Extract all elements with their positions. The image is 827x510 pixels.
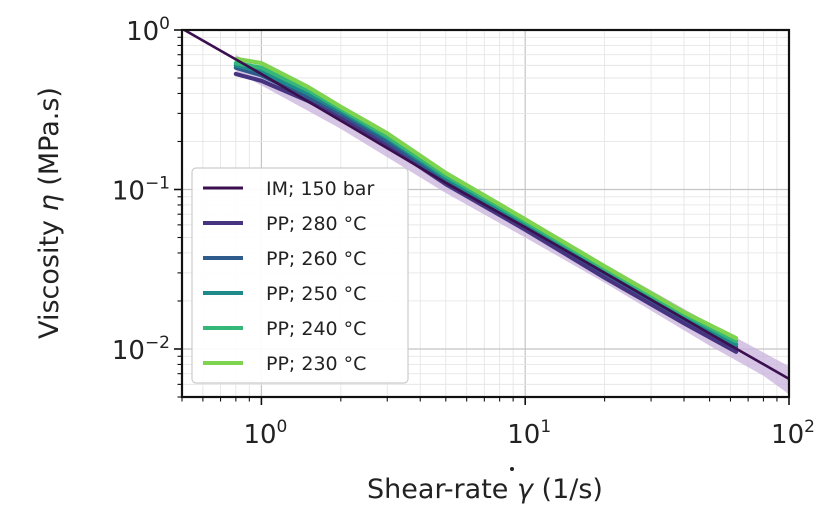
legend-label-1: PP; 280 °C: [266, 213, 366, 235]
y-axis-label-suffix: (MPa.s): [34, 87, 65, 194]
y-tick-label-base: 10: [126, 17, 159, 47]
y-tick-label: 10−2: [112, 333, 170, 366]
x-axis-label-dot: [510, 467, 514, 471]
y-tick-label: 100: [126, 14, 170, 47]
legend-label-5: PP; 230 °C: [266, 353, 366, 375]
y-tick-label-base: 10: [112, 176, 145, 206]
legend-label-0: IM; 150 bar: [266, 178, 374, 200]
legend: IM; 150 bar PP; 280 °C PP; 260 °C PP; 250 °…: [191, 167, 409, 384]
series-lines: [182, 30, 789, 381]
plot-frame: [180, 28, 791, 399]
x-tick-label: 100: [243, 417, 287, 450]
x-tick-label-exponent: 0: [277, 417, 288, 437]
y-axis-label-prefix: Viscosity: [34, 211, 65, 339]
x-tick-label-exponent: 2: [804, 417, 815, 437]
x-tick-label-base: 10: [771, 420, 804, 450]
x-tick-label: 102: [771, 417, 815, 450]
x-axis-label: Shear-rate γ (1/s): [367, 474, 603, 505]
y-tick-label-base: 10: [112, 336, 145, 366]
y-tick-label-exponent: 0: [159, 14, 170, 34]
y-tick-label: 10−1: [112, 173, 170, 206]
x-tick-label-base: 10: [507, 420, 540, 450]
legend-label-3: PP; 250 °C: [266, 283, 366, 305]
legend-box: [191, 167, 409, 384]
x-tick-label-base: 10: [243, 420, 276, 450]
x-axis-label-suffix: (1/s): [533, 474, 603, 505]
x-axis-label-prefix: Shear-rate: [367, 474, 517, 505]
y-tick-label-exponent: −2: [145, 333, 170, 353]
series-line-0: [182, 30, 789, 381]
y-axis-label-symbol: η: [34, 194, 65, 211]
y-tick-label-exponent: −1: [145, 173, 170, 193]
series-line-5: [233, 56, 739, 341]
x-tick-label: 101: [507, 417, 551, 450]
legend-label-4: PP; 240 °C: [266, 318, 366, 340]
y-axis-label: Viscosity η (MPa.s): [34, 87, 65, 339]
legend-label-2: PP; 260 °C: [266, 248, 366, 270]
x-tick-label-exponent: 1: [540, 417, 551, 437]
x-axis-label-symbol: γ: [517, 474, 535, 505]
